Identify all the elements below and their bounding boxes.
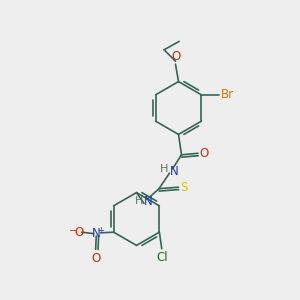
Text: N: N (144, 195, 153, 208)
Text: −: − (69, 226, 77, 236)
Text: N: N (169, 165, 178, 178)
Text: O: O (200, 147, 209, 160)
Text: Cl: Cl (156, 251, 168, 264)
Text: H: H (134, 196, 143, 206)
Text: O: O (74, 226, 83, 239)
Text: +: + (97, 226, 104, 235)
Text: O: O (172, 50, 181, 63)
Text: H: H (160, 164, 168, 175)
Text: O: O (91, 252, 100, 265)
Text: Br: Br (220, 88, 234, 101)
Text: S: S (180, 181, 188, 194)
Text: N: N (92, 227, 100, 240)
